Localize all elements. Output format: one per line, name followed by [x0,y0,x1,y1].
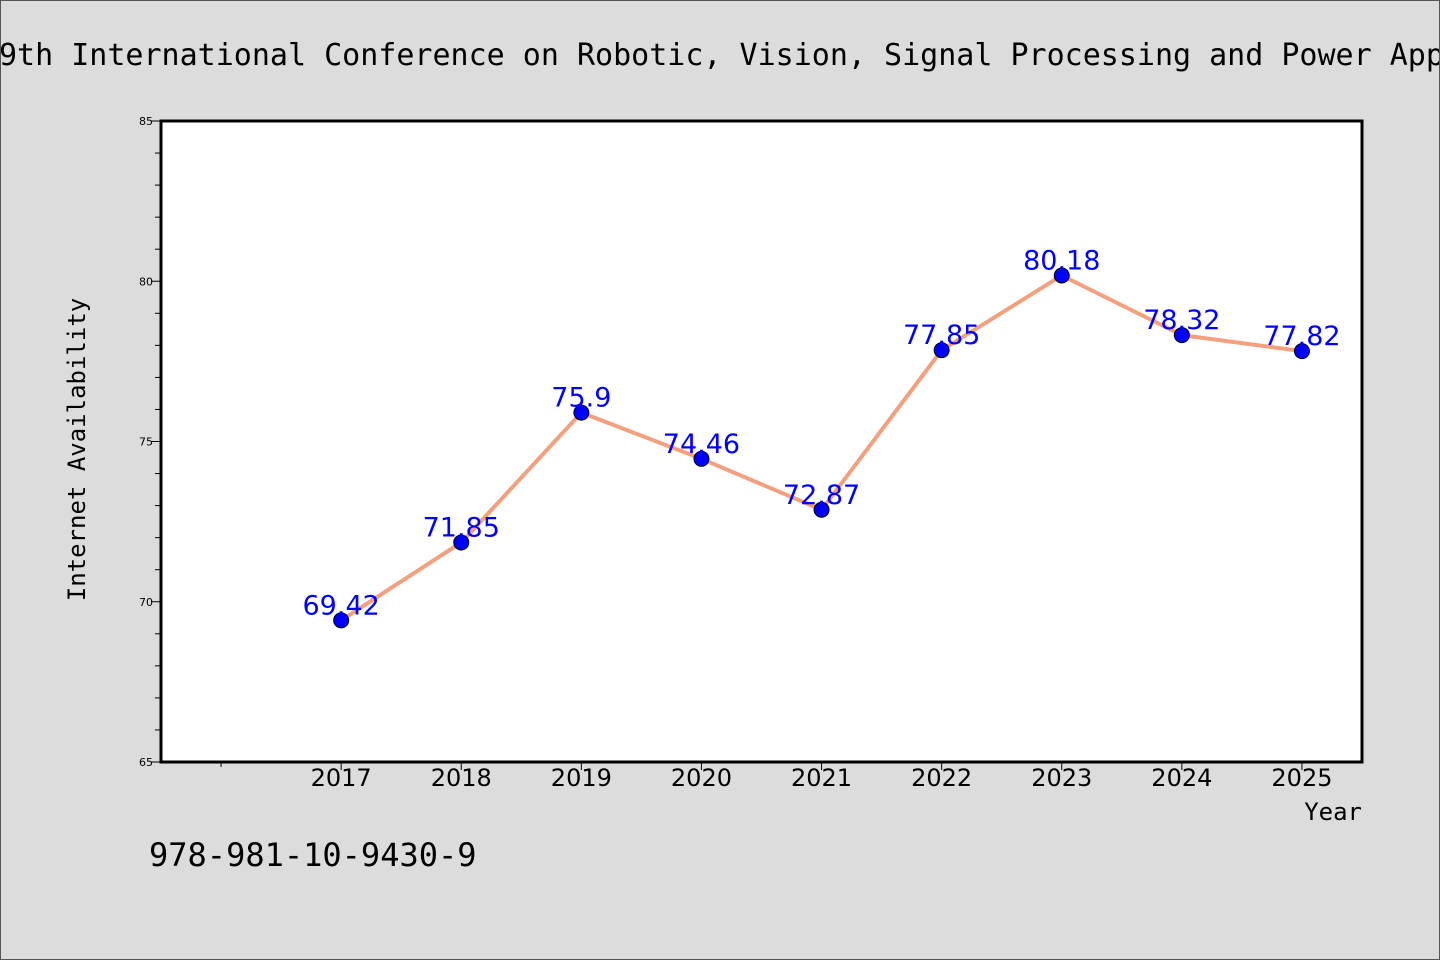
data-point [573,404,590,421]
y-tick-label: 65 [139,756,153,769]
data-point [333,612,350,629]
axis-ticks: 65 70 75 80 85 2017 2018 2019 2020 2021 2022 2023 20… [139,115,1332,792]
data-label: 74.46 [663,429,740,460]
x-axis-label: Year [1304,798,1362,826]
data-point [1173,327,1190,344]
data-point [453,534,470,551]
y-tick-label: 85 [139,115,153,128]
data-point [933,342,950,359]
data-label: 72.87 [783,480,860,511]
series-group: 69.42 71.85 75.9 74.46 72.87 77.85 80.18 78.32 7… [303,245,1341,629]
x-tick-label: 2018 [431,764,492,792]
data-label: 71.85 [423,512,500,543]
data-label: 69.42 [303,590,380,621]
x-tick-label: 2025 [1271,764,1332,792]
y-axis-label: Internet Availability [63,298,91,601]
x-tick-label: 2023 [1031,764,1092,792]
x-tick-label: 2019 [551,764,612,792]
data-label: 80.18 [1023,245,1100,276]
data-label: 77.85 [903,320,980,351]
y-tick-label: 75 [139,436,153,449]
x-tick-label: 2017 [311,764,372,792]
x-tick-label: 2020 [671,764,732,792]
y-tick-label: 80 [139,275,153,288]
plot-frame [159,119,1364,764]
x-tick-label: 2021 [791,764,852,792]
x-tick-label: 2022 [911,764,972,792]
data-point [1293,343,1310,360]
data-label: 78.32 [1143,305,1220,336]
footer-code: 978-981-10-9430-9 [149,836,477,874]
data-label: 75.9 [551,383,611,414]
data-label: 77.82 [1263,321,1340,352]
data-point [693,450,710,467]
data-point [813,501,830,518]
data-point [1053,267,1070,284]
y-tick-label: 70 [139,596,153,609]
plot-area: 65 70 75 80 85 2017 2018 2019 2020 2021 2022 2023 20… [139,115,1364,792]
x-tick-label: 2024 [1151,764,1212,792]
chart-title: 9th International Conference on Robotic,… [1,38,1440,73]
plot-background [161,121,1362,762]
